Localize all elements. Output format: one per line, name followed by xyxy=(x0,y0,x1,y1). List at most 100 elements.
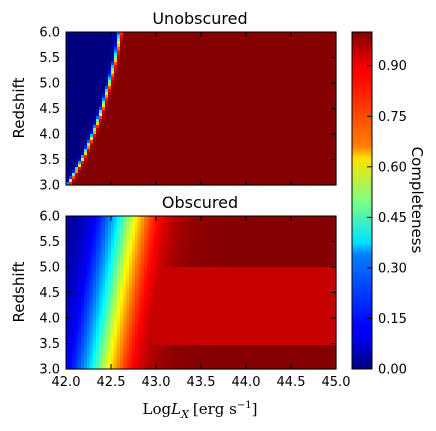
heat-cell xyxy=(300,98,304,102)
heat-cell xyxy=(198,222,202,226)
heat-cell xyxy=(174,225,178,229)
heat-cell xyxy=(105,92,109,96)
heat-cell xyxy=(162,32,166,36)
heat-cell xyxy=(222,225,226,229)
heat-cell xyxy=(84,98,88,102)
heat-cell xyxy=(246,110,250,114)
heat-cell xyxy=(120,137,124,141)
heat-cell xyxy=(174,92,178,96)
heat-cell xyxy=(102,98,106,102)
heat-cell xyxy=(93,59,97,63)
heat-cell xyxy=(213,86,217,90)
heat-cell xyxy=(66,125,70,129)
heat-cell xyxy=(255,59,259,63)
heat-cell xyxy=(270,116,274,120)
heat-cell xyxy=(120,225,124,229)
heat-cell xyxy=(117,68,121,72)
heat-cell xyxy=(150,77,154,81)
heat-cell xyxy=(219,116,223,120)
heat-cell xyxy=(114,98,118,102)
heat-cell xyxy=(204,152,208,156)
heat-cell xyxy=(198,164,202,168)
heat-cell xyxy=(315,35,319,39)
heat-cell xyxy=(246,116,250,120)
heat-cell xyxy=(153,225,157,229)
heat-cell xyxy=(318,71,322,75)
heat-cell xyxy=(126,53,130,57)
heat-cell xyxy=(264,77,268,81)
heat-cell xyxy=(69,47,73,51)
heat-cell xyxy=(315,32,319,36)
heat-cell xyxy=(240,47,244,51)
heat-cell xyxy=(243,80,247,84)
heat-cell xyxy=(99,95,103,99)
heat-cell xyxy=(279,222,283,226)
heat-cell xyxy=(111,122,115,126)
heat-cell xyxy=(135,113,139,117)
heat-cell xyxy=(228,167,232,171)
heat-cell xyxy=(255,173,259,177)
heat-cell xyxy=(318,110,322,114)
heat-cell xyxy=(222,68,226,72)
heat-cell xyxy=(153,95,157,99)
heat-cell xyxy=(198,92,202,96)
heat-cell xyxy=(165,143,169,147)
heat-cell xyxy=(291,125,295,129)
heat-cell xyxy=(321,95,325,99)
heat-cell xyxy=(333,164,337,168)
heat-cell xyxy=(276,44,280,48)
heat-cell xyxy=(303,167,307,171)
heat-cell xyxy=(246,107,250,111)
heat-cell xyxy=(315,62,319,66)
heat-cell xyxy=(84,95,88,99)
heat-cell xyxy=(243,65,247,69)
heat-cell xyxy=(300,179,304,183)
heat-cell xyxy=(303,77,307,81)
heat-cell xyxy=(90,65,94,69)
heat-cell xyxy=(240,143,244,147)
heat-cell xyxy=(330,179,334,183)
heat-cell xyxy=(288,122,292,126)
heat-cell xyxy=(315,44,319,48)
heat-cell xyxy=(321,71,325,75)
heat-cell xyxy=(306,173,310,177)
heat-cell xyxy=(333,86,337,90)
heat-cell xyxy=(72,125,76,129)
heat-cell xyxy=(288,149,292,153)
heat-cell xyxy=(255,35,259,39)
heat-cell xyxy=(147,92,151,96)
heat-cell xyxy=(195,131,199,135)
heat-cell xyxy=(261,74,265,78)
heat-cell xyxy=(240,131,244,135)
heat-cell xyxy=(333,146,337,150)
heat-cell xyxy=(276,179,280,183)
heat-cell xyxy=(183,170,187,174)
heat-cell xyxy=(201,179,205,183)
heat-cell xyxy=(198,143,202,147)
heat-cell xyxy=(150,80,154,84)
heat-cell xyxy=(291,71,295,75)
heat-cell xyxy=(252,164,256,168)
heat-cell xyxy=(180,116,184,120)
heat-cell xyxy=(171,68,175,72)
heat-cell xyxy=(240,173,244,177)
heat-cell xyxy=(291,152,295,156)
heat-cell xyxy=(204,131,208,135)
heat-cell xyxy=(135,167,139,171)
heat-cell xyxy=(270,41,274,45)
heat-cell xyxy=(177,35,181,39)
heat-cell xyxy=(258,146,262,150)
heat-cell xyxy=(150,137,154,141)
heat-cell xyxy=(69,110,73,114)
heat-cell xyxy=(108,128,112,132)
heat-cell xyxy=(201,146,205,150)
heat-cell xyxy=(162,176,166,180)
heat-cell xyxy=(249,68,253,72)
heat-cell xyxy=(285,152,289,156)
heat-cell xyxy=(144,134,148,138)
heat-cell xyxy=(102,122,106,126)
heat-cell xyxy=(225,173,229,177)
heat-cell xyxy=(180,47,184,51)
heat-cell xyxy=(225,131,229,135)
heat-cell xyxy=(147,44,151,48)
